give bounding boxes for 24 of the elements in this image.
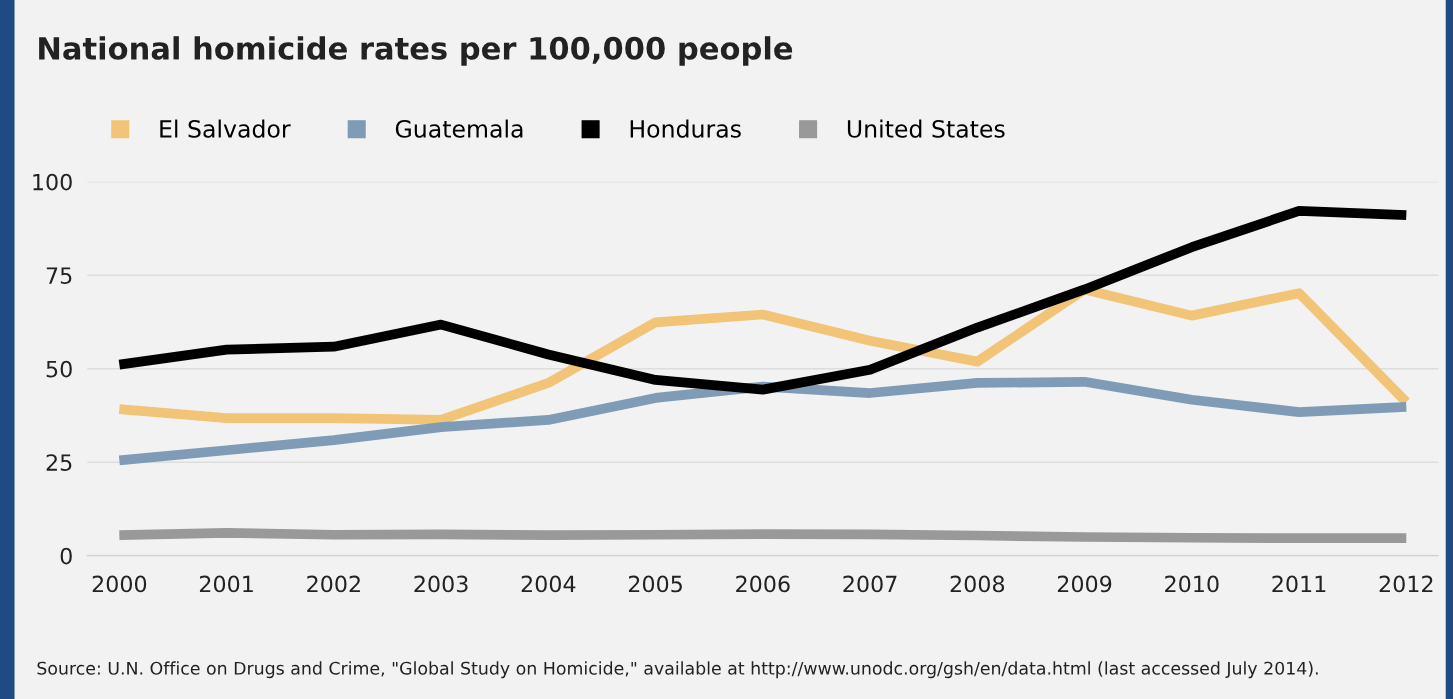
x-tick-label: 2000 (92, 575, 147, 593)
y-tick-label: 75 (46, 267, 72, 284)
x-tick-label: 2008 (950, 575, 1005, 593)
x-tick-label: 2010 (1165, 575, 1219, 593)
x-tick-label: 2003 (414, 575, 468, 593)
x-tick-label: 2002 (307, 575, 360, 593)
legend-label: El Salvador (160, 119, 291, 138)
x-tick-label: 2011 (1272, 575, 1326, 593)
legend-label: Honduras (630, 119, 741, 138)
x-tick-label: 2004 (521, 575, 576, 593)
legend-label: United States (847, 119, 1005, 138)
chart-title: National homicide rates per 100,000 people (39, 36, 793, 66)
y-tick-label: 100 (33, 173, 72, 191)
x-tick-label: 2007 (843, 575, 897, 593)
y-tick-label: 50 (46, 360, 72, 378)
x-tick-label: 2001 (199, 575, 253, 593)
x-tick-label: 2005 (628, 575, 682, 593)
x-tick-label: 2012 (1379, 575, 1433, 593)
source-note: Source: U.N. Office on Drugs and Crime, "Global Study on Homicide," available at http://www.unodc.org/gsh/en/data.html (last accessed July 2014). (37, 661, 1318, 679)
x-tick-label: 2006 (736, 575, 790, 593)
y-tick-label: 0 (60, 547, 72, 565)
y-tick-label: 25 (46, 454, 72, 471)
x-tick-label: 2009 (1057, 575, 1112, 593)
legend-label: Guatemala (395, 119, 523, 138)
